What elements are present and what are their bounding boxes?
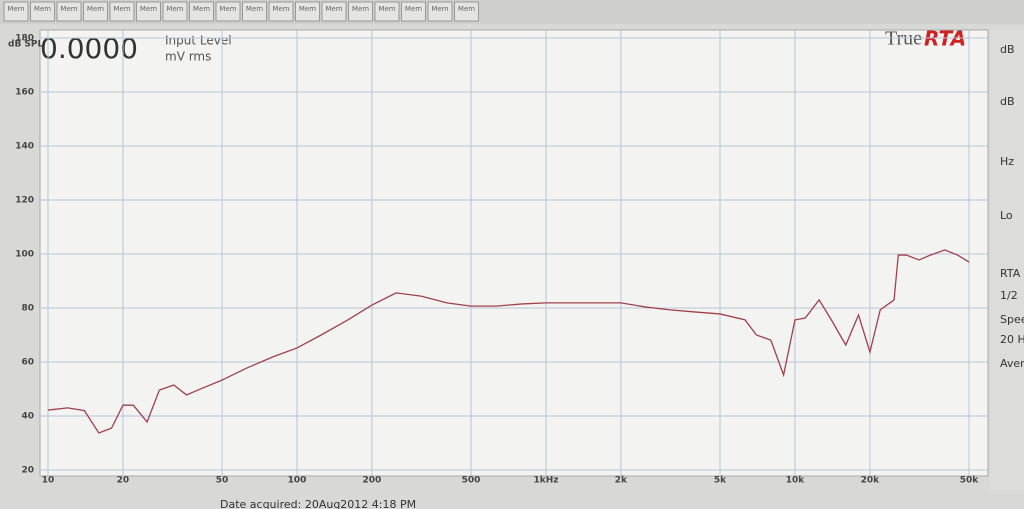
side-label: dB	[1000, 95, 1015, 108]
side-label: 20 H	[1000, 333, 1024, 346]
memory-button[interactable]	[321, 1, 347, 22]
memory-button[interactable]	[30, 1, 55, 22]
memory-button[interactable]	[56, 1, 82, 22]
logo: True	[885, 28, 922, 50]
memory-button-label[interactable]: Mem	[113, 5, 130, 13]
memory-button-label[interactable]: Mem	[458, 5, 475, 13]
memory-button[interactable]	[109, 1, 135, 22]
x-tick-label: 50k	[960, 476, 980, 486]
x-tick-label: 2k	[615, 476, 628, 486]
memory-button[interactable]	[348, 1, 373, 22]
memory-button-label[interactable]: Mem	[325, 5, 342, 13]
x-tick-label: 200	[363, 476, 382, 486]
x-tick-label: 20k	[861, 476, 881, 486]
side-label: Aver	[1000, 357, 1024, 370]
x-tick-label: 20	[117, 476, 130, 486]
memory-button[interactable]	[3, 1, 29, 22]
y-tick-label: 100	[15, 250, 34, 260]
memory-button[interactable]	[268, 1, 294, 22]
memory-button-label[interactable]: Mem	[193, 5, 210, 13]
memory-button[interactable]	[136, 1, 161, 22]
plot-area	[39, 29, 989, 477]
y-tick-label: 180	[15, 34, 34, 44]
memory-button[interactable]	[374, 1, 400, 22]
y-axis-label: dB SPL	[8, 40, 44, 50]
y-tick-label: 40	[21, 412, 34, 422]
side-label: 1/2	[1000, 289, 1018, 302]
memory-button-label[interactable]: Mem	[246, 5, 263, 13]
memory-button-label[interactable]: Mem	[34, 5, 51, 13]
memory-button[interactable]	[401, 1, 426, 22]
memory-button[interactable]	[242, 1, 267, 22]
reading-label: Input Level	[165, 34, 232, 48]
memory-button[interactable]	[454, 1, 479, 22]
memory-button-label[interactable]: Mem	[166, 5, 183, 13]
memory-button[interactable]	[427, 1, 453, 22]
status-text: Date acquired: 20Aug2012 4:18 PM	[220, 498, 416, 509]
memory-button-label[interactable]: Mem	[219, 5, 236, 13]
x-tick-label: 500	[462, 476, 481, 486]
x-tick-label: 100	[288, 476, 307, 486]
side-label: Hz	[1000, 155, 1014, 168]
memory-button-label[interactable]: Mem	[378, 5, 395, 13]
x-tick-label: 5k	[714, 476, 727, 486]
memory-button-label[interactable]: Mem	[60, 5, 77, 13]
memory-button-label[interactable]: Mem	[87, 5, 104, 13]
memory-button[interactable]	[83, 1, 108, 22]
memory-button[interactable]	[162, 1, 188, 22]
memory-button-label[interactable]: Mem	[299, 5, 316, 13]
reading-unit: mV rms	[165, 50, 211, 64]
side-label: Spee	[1000, 313, 1024, 326]
x-tick-label: 10k	[786, 476, 806, 486]
y-tick-label: 80	[21, 304, 34, 314]
y-tick-label: 20	[21, 466, 34, 476]
side-label: dB	[1000, 43, 1015, 56]
y-tick-label: 120	[15, 196, 34, 206]
x-tick-label: 10	[42, 476, 55, 486]
memory-button-label[interactable]: Mem	[431, 5, 448, 13]
side-panel	[990, 30, 1024, 490]
y-tick-label: 160	[15, 88, 34, 98]
line-series	[47, 249, 970, 434]
x-tick-label: 1kHz	[533, 476, 558, 486]
memory-button-label[interactable]: Mem	[140, 5, 157, 13]
x-tick-label: 50	[216, 476, 229, 486]
memory-button[interactable]	[189, 1, 214, 22]
y-tick-label: 60	[21, 358, 34, 368]
memory-button[interactable]	[295, 1, 320, 22]
side-label: RTA	[1000, 267, 1021, 280]
y-tick-label: 140	[15, 142, 34, 152]
memory-button-label[interactable]: Mem	[405, 5, 422, 13]
side-label: Lo	[1000, 209, 1013, 222]
memory-button-label[interactable]: Mem	[7, 5, 24, 13]
memory-button[interactable]	[215, 1, 241, 22]
memory-button-label[interactable]: Mem	[352, 5, 369, 13]
memory-button-label[interactable]: Mem	[272, 5, 289, 13]
